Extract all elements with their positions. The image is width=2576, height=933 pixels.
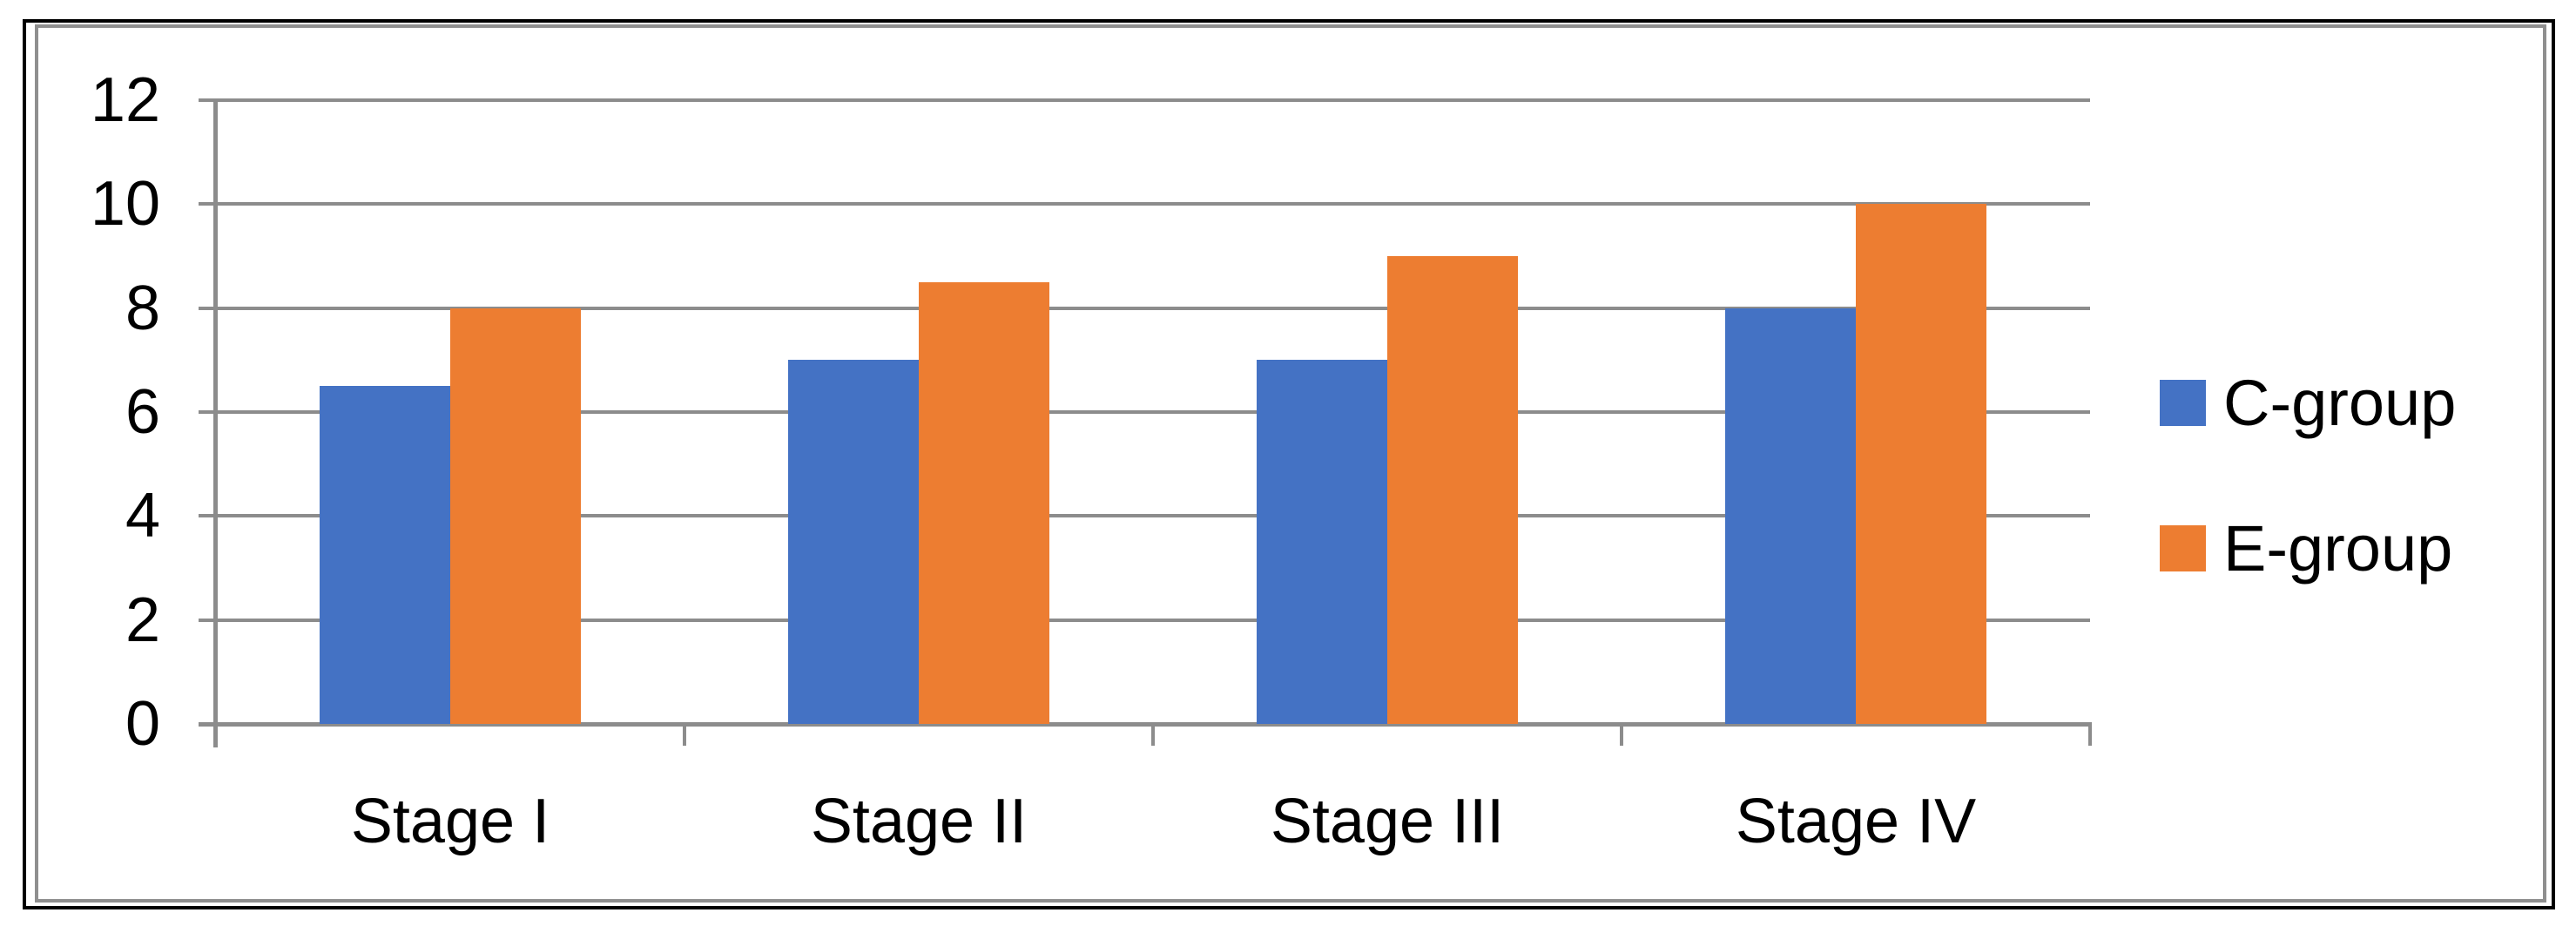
- y-tick-label-4: 4: [125, 481, 160, 551]
- legend-swatch-e-group: [2160, 524, 2206, 571]
- legend-label-c-group: C-group: [2223, 366, 2457, 439]
- x-axis-tick: [683, 722, 686, 746]
- gridline-y-2: [199, 618, 2090, 622]
- bar-e-group-stage-i: [450, 308, 581, 724]
- x-axis-tick: [1620, 722, 1623, 746]
- gridline-y-8: [199, 306, 2090, 310]
- bar-c-group-stage-iv: [1725, 308, 1856, 724]
- bar-c-group-stage-iii: [1257, 360, 1387, 724]
- gridline-y-10: [199, 202, 2090, 206]
- bar-e-group-stage-iii: [1387, 256, 1518, 724]
- x-tick-label-stage-i: Stage I: [350, 787, 550, 856]
- bar-e-group-stage-ii: [919, 281, 1049, 724]
- y-axis-line: [213, 100, 218, 747]
- x-axis-tick: [1151, 722, 1155, 746]
- bar-c-group-stage-i: [320, 386, 450, 724]
- x-tick-label-stage-ii: Stage II: [810, 787, 1028, 856]
- x-tick-label-stage-iv: Stage IV: [1735, 787, 1977, 856]
- bar-e-group-stage-iv: [1856, 204, 1986, 724]
- plot-area: [199, 98, 2092, 747]
- y-tick-label-12: 12: [90, 65, 160, 135]
- gridline-y-4: [199, 514, 2090, 518]
- y-tick-label-0: 0: [125, 689, 160, 759]
- x-tick-label-stage-iii: Stage III: [1270, 787, 1505, 856]
- y-tick-label-2: 2: [125, 585, 160, 655]
- legend-entry-e-group: E-group: [2160, 511, 2453, 585]
- y-tick-label-10: 10: [90, 169, 160, 240]
- gridline-y-12: [199, 98, 2090, 102]
- y-tick-label-8: 8: [125, 273, 160, 343]
- legend-entry-c-group: C-group: [2160, 366, 2457, 439]
- y-tick-label-6: 6: [125, 377, 160, 447]
- legend-label-e-group: E-group: [2223, 511, 2453, 585]
- x-axis-line: [199, 722, 2090, 727]
- x-axis-tick: [2088, 722, 2092, 746]
- bar-c-group-stage-ii: [788, 360, 919, 724]
- legend-swatch-c-group: [2160, 379, 2206, 426]
- gridline-y-6: [199, 410, 2090, 414]
